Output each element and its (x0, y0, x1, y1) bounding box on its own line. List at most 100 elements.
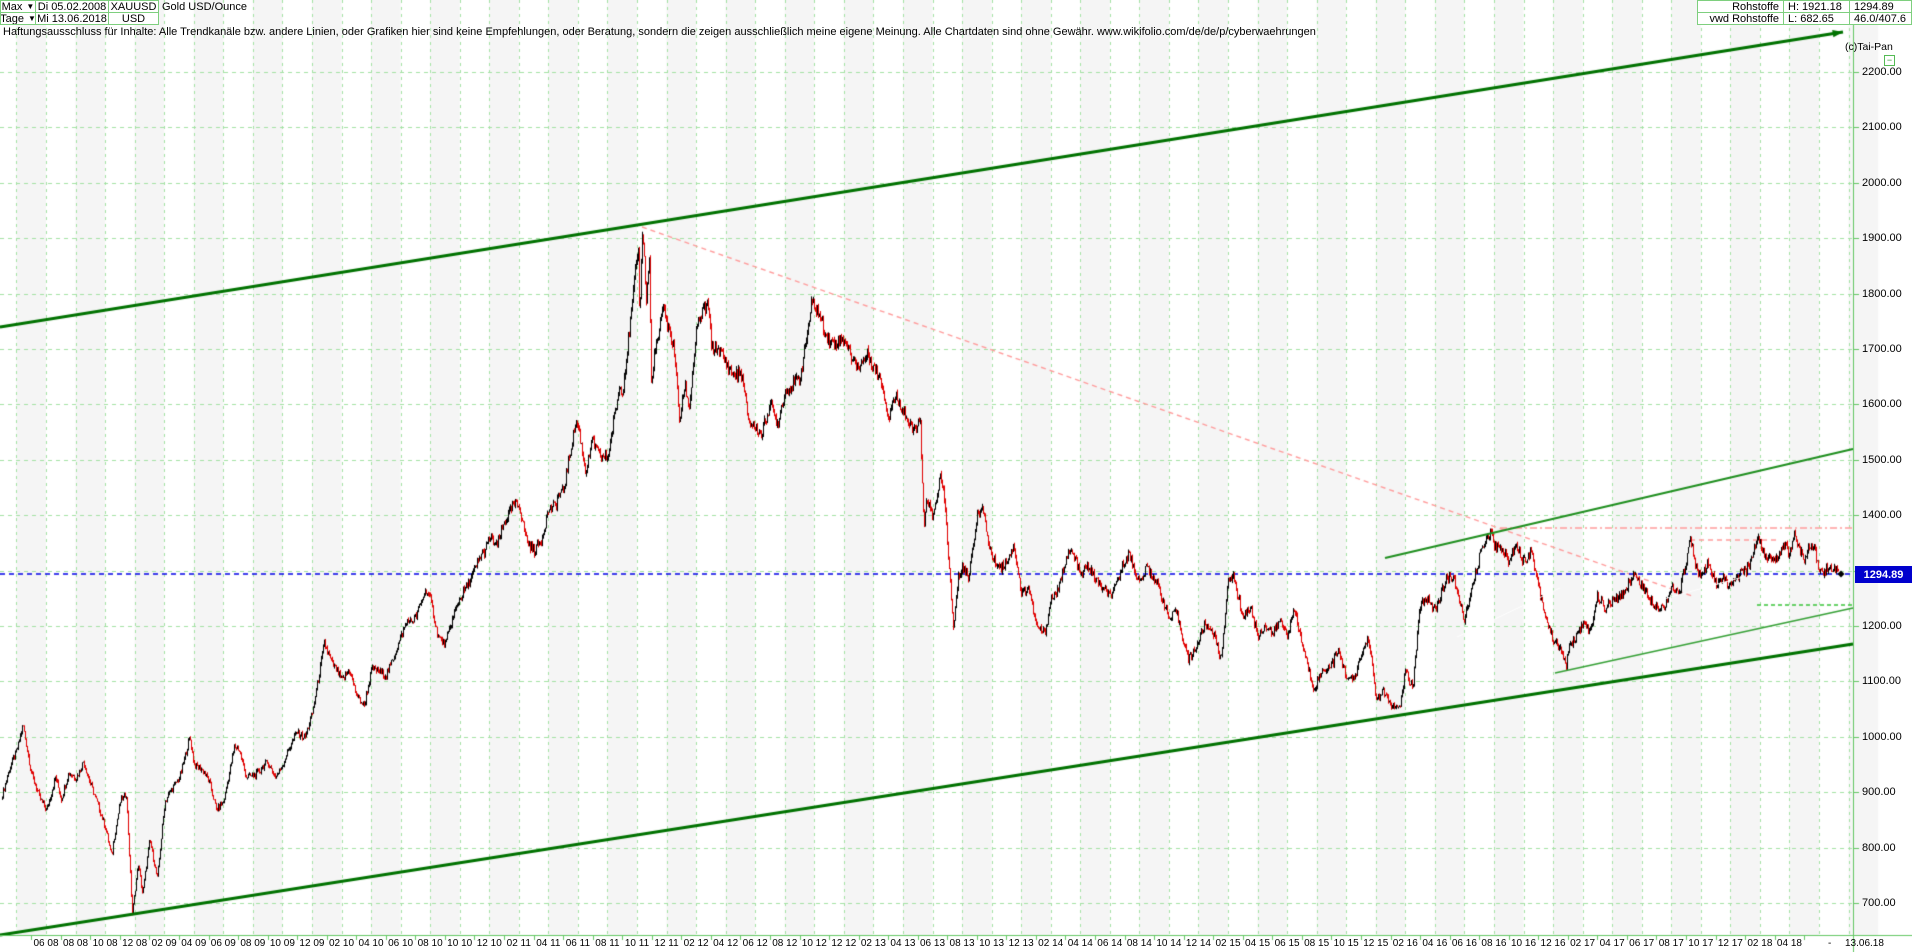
period-high-value: H: 1921.18 (1788, 0, 1842, 13)
y-axis-label: 1100.00 (1862, 675, 1901, 688)
x-axis-label: 04 09 (181, 938, 207, 949)
x-axis-label: 12 12 (831, 938, 857, 949)
x-axis-label: 10 16 (1510, 938, 1537, 949)
date-to-value: Mi 13.06.2018 (37, 12, 107, 25)
y-axis-label: 2000.00 (1862, 176, 1902, 189)
x-axis-label: 10 10 (447, 938, 473, 949)
period-low-cell: L: 682.65 (1783, 12, 1850, 25)
date-from-value: Di 05.02.2008 (37, 0, 107, 13)
y-axis-label: 1000.00 (1862, 730, 1902, 743)
x-axis-label: 12 17 (1717, 938, 1743, 949)
minimize-icon[interactable]: − (1884, 55, 1895, 66)
category-row2: vwd Rohstoffe (1709, 12, 1779, 25)
y-axis-label: 700.00 (1862, 897, 1896, 909)
x-axis-label: 02 13 (860, 938, 886, 949)
period-low-value: L: 682.65 (1788, 12, 1834, 25)
x-axis-label: 04 15 (1245, 938, 1271, 949)
x-axis-label: 12 10 (476, 938, 502, 949)
x-axis-label: 12 15 (1363, 938, 1389, 949)
range-dropdown-label: Max (1, 0, 23, 13)
x-axis-label: 12 11 (654, 938, 679, 949)
x-axis-label: 10 17 (1688, 938, 1714, 949)
x-axis-label: 10 13 (979, 938, 1005, 949)
y-axis-label: 1200.00 (1862, 620, 1902, 632)
y-axis-label: 800.00 (1862, 841, 1896, 854)
volume-cell: 46.0/407.6 (1849, 12, 1912, 25)
x-axis-label: 02 17 (1570, 938, 1596, 949)
chevron-down-icon: ▼ (26, 1, 35, 11)
x-axis-separator: - (1828, 938, 1832, 949)
x-axis-label: 10 08 (92, 938, 118, 949)
x-axis-label: 02 11 (506, 938, 531, 949)
x-axis-label: 06 17 (1629, 938, 1655, 949)
interval-dropdown[interactable]: Tage ▼ (0, 12, 36, 25)
copyright-label: (c)Tai-Pan (1845, 41, 1893, 53)
x-axis-label: 04 14 (1067, 938, 1093, 949)
x-axis-label: 06 15 (1274, 938, 1300, 949)
x-axis-label: 08 10 (417, 938, 443, 949)
y-axis-label: 900.00 (1862, 786, 1896, 799)
x-axis-label: 02 18 (1747, 938, 1773, 949)
category-row1: Rohstoffe (1732, 0, 1779, 13)
x-axis-label: 06 11 (565, 938, 591, 949)
currency-value: USD (121, 12, 146, 25)
x-axis-end-date: 13.06.18 (1845, 938, 1884, 949)
x-axis-label: 04 10 (358, 938, 384, 949)
x-axis-label: 12 08 (122, 938, 148, 949)
x-axis-label: 06 12 (742, 938, 768, 949)
disclaimer-text: Haftungsausschluss für Inhalte: Alle Tre… (3, 26, 1316, 38)
currency-cell: USD (108, 12, 159, 25)
x-axis-label: 12 16 (1540, 938, 1566, 949)
last-price-tag: 1294.89 (1855, 566, 1912, 583)
x-axis-label: 02 14 (1038, 938, 1064, 949)
x-axis-label: 06 10 (388, 938, 414, 949)
category-cell-2: vwd Rohstoffe (1697, 12, 1784, 25)
x-axis-label: 10 09 (269, 938, 295, 949)
x-axis-label: 02 15 (1215, 938, 1241, 949)
last-price-value: 1294.89 (1854, 0, 1894, 13)
x-axis-label: 02 09 (151, 938, 177, 949)
x-axis-label: 08 13 (949, 938, 975, 949)
x-axis-label: 02 10 (328, 938, 355, 949)
volume-value: 46.0/407.6 (1854, 12, 1906, 25)
x-axis-label: 10 12 (801, 938, 827, 949)
x-axis-label: 08 12 (772, 938, 798, 949)
x-axis-label: 08 11 (595, 938, 620, 949)
x-axis-label: 06 09 (210, 938, 236, 949)
date-to-field[interactable]: Mi 13.06.2018 (35, 12, 109, 25)
x-axis-label: 12 13 (1008, 938, 1034, 949)
x-axis-label: 02 12 (683, 938, 709, 949)
y-axis-label: 1500.00 (1862, 453, 1902, 466)
x-axis-label: 06 16 (1451, 938, 1477, 949)
x-axis-label: 10 15 (1333, 938, 1359, 949)
chart-title: Gold USD/Ounce (162, 1, 247, 13)
x-axis-label: 08 08 (63, 938, 89, 949)
x-axis-label: 04 17 (1599, 938, 1625, 949)
x-axis-label: 08 17 (1658, 938, 1684, 949)
x-axis-label: 02 16 (1392, 938, 1418, 949)
x-axis-label: 12 14 (1185, 938, 1211, 949)
y-axis-label: 2100.00 (1862, 121, 1902, 134)
x-axis-label: 08 14 (1126, 938, 1152, 949)
x-axis-label: 08 09 (240, 938, 266, 949)
y-axis-label: 2200.00 (1862, 66, 1902, 78)
x-axis-label: 12 09 (299, 938, 325, 949)
x-axis-label: 04 13 (890, 938, 916, 949)
x-axis-label: 04 12 (713, 938, 739, 949)
y-axis-label: 1900.00 (1862, 232, 1902, 245)
x-axis-label: 06 08 (33, 938, 59, 949)
x-axis-label: 04 11 (536, 938, 561, 949)
y-axis-label: 1600.00 (1862, 398, 1902, 411)
x-axis-label: 04 18 (1776, 938, 1802, 949)
x-axis-label: 06 14 (1097, 938, 1123, 949)
interval-dropdown-label: Tage (0, 12, 24, 25)
x-axis-label: 06 13 (919, 938, 946, 949)
x-axis-label: 08 15 (1304, 938, 1330, 949)
symbol-value: XAUUSD (110, 0, 157, 13)
x-axis-label: 04 16 (1422, 938, 1448, 949)
x-axis-label: 10 11 (624, 938, 650, 949)
chevron-down-icon: ▼ (27, 13, 36, 23)
y-axis-label: 1400.00 (1862, 509, 1902, 522)
